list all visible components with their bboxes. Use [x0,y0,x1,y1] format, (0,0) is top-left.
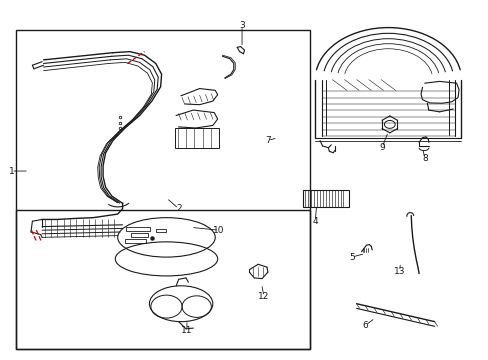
Text: 6: 6 [362,321,367,330]
Text: 5: 5 [348,253,354,262]
Text: 10: 10 [213,226,224,235]
Text: 11: 11 [181,326,192,335]
Bar [125,239,145,243]
Text: 1: 1 [8,167,14,176]
Bar [175,128,219,148]
Text: 3: 3 [239,21,244,30]
Text: 12: 12 [258,292,269,301]
Text: 4: 4 [312,217,317,226]
Text: 9: 9 [378,143,384,152]
Bar [126,226,150,231]
Text: 8: 8 [421,154,427,163]
Bar [16,31,309,349]
Text: 2: 2 [176,204,181,213]
Bar [156,229,166,232]
Text: 13: 13 [393,267,405,276]
Bar [303,190,348,207]
Text: 7: 7 [264,136,270,145]
Bar [16,210,309,349]
Bar [131,233,148,237]
